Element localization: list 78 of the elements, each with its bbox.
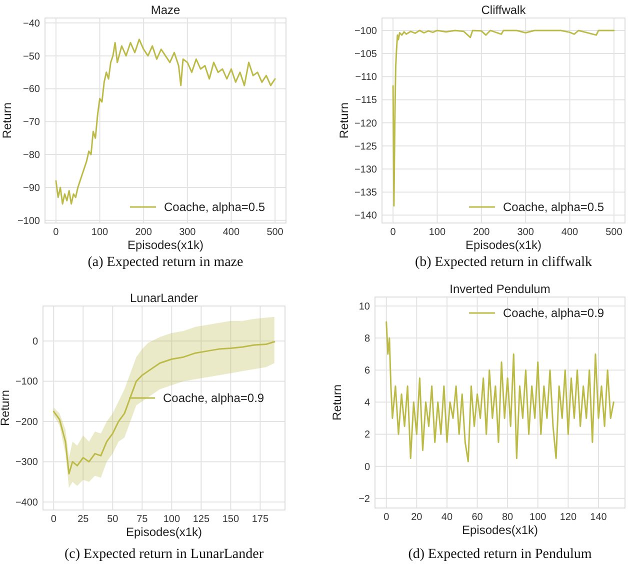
y-tick-label: −50 [23, 51, 40, 62]
y-tick-label: 2 [364, 430, 370, 441]
x-tick-label: 80 [502, 512, 514, 523]
x-axis-title: Episodes(x1k) [127, 238, 204, 252]
y-tick-label: −40 [23, 18, 40, 30]
legend-label: Coache, alpha=0.9 [503, 306, 604, 320]
y-tick-label: 10 [358, 301, 370, 312]
y-tick-label: −110 [355, 72, 378, 84]
legend-label: Coache, alpha=0.5 [164, 200, 266, 214]
x-tick-label: 175 [252, 514, 269, 525]
x-tick-label: 400 [561, 227, 579, 238]
x-tick-label: 60 [472, 512, 484, 523]
y-axis-title: Return [337, 102, 351, 139]
x-tick-label: 120 [560, 512, 577, 523]
y-tick-label: 0 [32, 336, 38, 348]
text: (b) Expected return in cliffwalk [414, 255, 592, 270]
x-tick-label: 400 [222, 227, 240, 238]
y-tick-label: −135 [354, 188, 378, 199]
x-tick-label: 500 [606, 227, 623, 238]
y-tick-label: −70 [23, 117, 40, 128]
y-tick-label: −2 [358, 494, 370, 505]
x-tick-label: 50 [107, 514, 119, 525]
y-tick-label: −115 [355, 95, 378, 106]
y-tick-label: −90 [23, 182, 40, 194]
y-axis-title: Return [330, 384, 344, 421]
x-tick-label: 300 [179, 227, 196, 238]
x-tick-label: 0 [53, 227, 60, 238]
y-tick-label: −100 [354, 26, 378, 37]
x-tick-label: 25 [78, 514, 90, 525]
x-tick-label: 200 [135, 227, 152, 238]
x-tick-label: 40 [441, 512, 453, 523]
x-tick-label: 100 [530, 512, 547, 523]
x-axis-title: Episodes(x1k) [465, 238, 542, 252]
y-tick-label: −120 [354, 118, 378, 130]
y-axis-title: Return [0, 390, 12, 426]
x-tick-label: 0 [50, 514, 57, 525]
y-tick-label: −60 [23, 84, 40, 96]
x-tick-label: 300 [517, 227, 534, 238]
x-axis-title: Episodes(x1k) [126, 525, 202, 539]
legend-label: Coache, alpha=0.9 [163, 391, 264, 405]
legend-label: Coache, alpha=0.5 [503, 200, 604, 214]
text: (d) Expected return in Pendulum [408, 547, 592, 562]
text: (a) Expected return in maze [88, 255, 244, 270]
y-tick-label: −300 [15, 457, 38, 468]
y-tick-label: −80 [23, 150, 40, 162]
y-axis-title: Return [0, 102, 14, 139]
x-tick-label: 0 [390, 227, 396, 238]
y-tick-label: −400 [15, 497, 38, 508]
chart-title: Maze [150, 3, 180, 17]
x-tick-label: 200 [473, 227, 490, 238]
y-tick-label: 8 [364, 334, 370, 345]
line-series [386, 321, 614, 462]
chart-title: LunarLander [130, 291, 198, 305]
x-tick-label: 150 [222, 514, 240, 525]
x-tick-label: 100 [91, 227, 109, 238]
x-axis-title: Episodes(x1k) [462, 523, 538, 537]
chart-title: Cliffwalk [481, 3, 527, 17]
y-tick-label: −100 [17, 216, 40, 227]
text: (c) Expected return in LunarLander [64, 547, 264, 562]
y-tick-label: −130 [354, 164, 378, 176]
x-tick-label: 20 [411, 512, 423, 523]
line-series [52, 341, 276, 475]
x-tick-label: 75 [136, 514, 148, 525]
y-tick-label: 0 [364, 462, 370, 473]
x-tick-label: 0 [384, 512, 390, 523]
x-tick-label: 500 [266, 227, 284, 238]
x-tick-label: 125 [192, 514, 210, 525]
x-tick-label: 100 [163, 514, 180, 525]
y-tick-label: 6 [364, 366, 370, 377]
y-tick-label: −100 [15, 376, 38, 388]
y-tick-label: −125 [354, 141, 378, 152]
x-tick-label: 100 [428, 227, 446, 238]
y-tick-label: 4 [364, 398, 370, 409]
y-tick-label: −200 [15, 416, 38, 428]
y-tick-label: −105 [354, 49, 378, 60]
y-tick-label: −140 [354, 210, 378, 222]
chart-title: Inverted Pendulum [450, 282, 550, 296]
x-tick-label: 140 [590, 512, 608, 523]
